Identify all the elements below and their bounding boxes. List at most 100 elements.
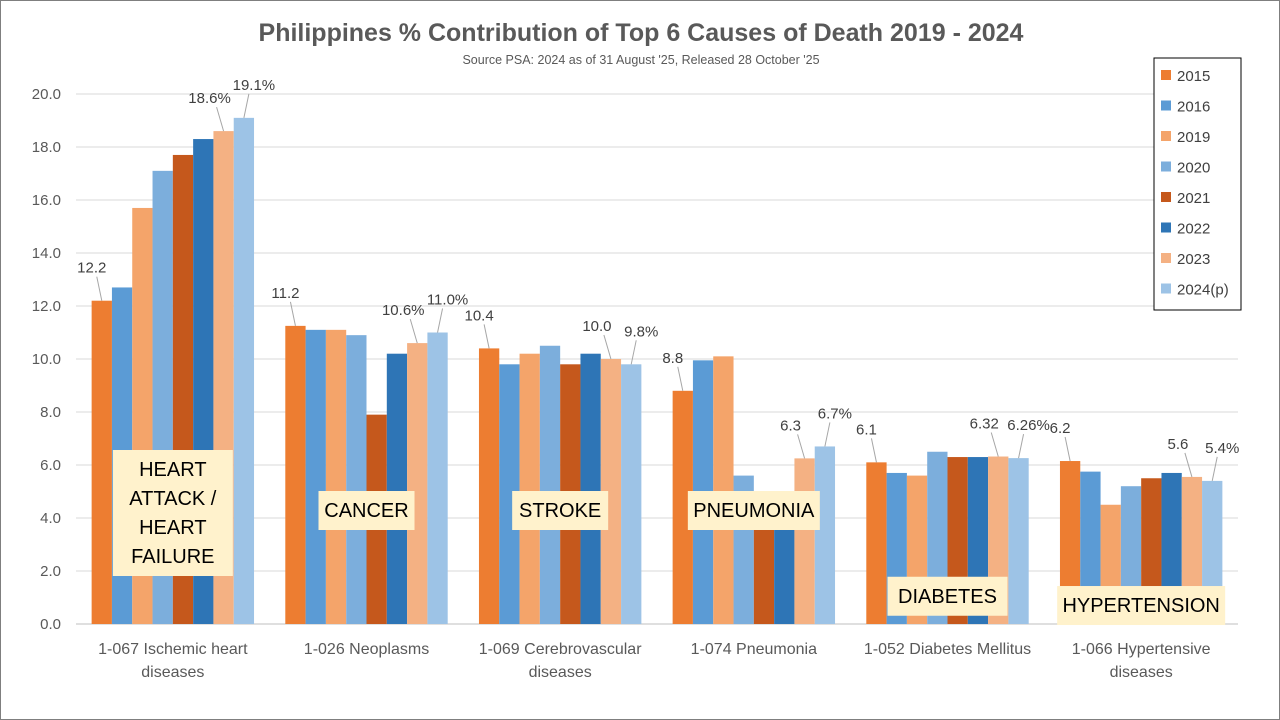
legend-label: 2024(p) (1177, 282, 1229, 299)
bar (285, 326, 305, 624)
data-label: 6.3 (780, 417, 801, 434)
legend-swatch (1161, 253, 1171, 263)
bar (479, 348, 499, 624)
data-label: 10.6% (382, 302, 425, 319)
bar (540, 346, 560, 624)
bars (92, 118, 1223, 624)
data-label: 12.2 (77, 260, 106, 277)
annotation-text: ATTACK / (129, 488, 216, 510)
bar (326, 330, 346, 624)
bar (427, 333, 447, 625)
category-label: 1-026 Neoplasms (304, 641, 429, 658)
legend-swatch (1161, 101, 1171, 111)
chart-subtitle: Source PSA: 2024 as of 31 August '25, Re… (462, 53, 819, 67)
y-tick-label: 2.0 (40, 563, 61, 580)
bar (866, 462, 886, 624)
data-label-leader (678, 367, 683, 391)
data-label-leader (217, 107, 224, 131)
legend-swatch (1161, 162, 1171, 172)
legend-label: 2021 (1177, 190, 1210, 207)
data-label: 6.32 (970, 416, 999, 433)
bar (794, 458, 814, 624)
annotation-text: CANCER (324, 500, 408, 522)
y-tick-label: 14.0 (32, 245, 61, 262)
legend-label: 2022 (1177, 221, 1210, 238)
annotation-text: HYPERTENSION (1062, 595, 1219, 617)
category-label: diseases (141, 664, 204, 681)
y-axis-tick-labels: 0.02.04.06.08.010.012.014.016.018.020.0 (32, 86, 61, 633)
data-label: 10.4 (465, 307, 494, 324)
data-label-leader (1019, 434, 1024, 458)
bar (621, 364, 641, 624)
data-label-leader (438, 309, 443, 333)
legend-swatch (1161, 284, 1171, 294)
legend-box (1154, 58, 1241, 310)
bar (713, 356, 733, 624)
data-label: 5.6 (1167, 436, 1188, 453)
legend-label: 2023 (1177, 251, 1210, 268)
data-label: 6.2 (1050, 420, 1071, 437)
bar (234, 118, 254, 624)
bar (346, 335, 366, 624)
bar (1008, 458, 1028, 624)
bar (92, 301, 112, 624)
data-label-leader (410, 319, 417, 343)
category-label: 1-067 Ischemic heart (98, 641, 248, 658)
annotation-text: PNEUMONIA (693, 500, 815, 522)
y-tick-label: 18.0 (32, 139, 61, 156)
x-axis-category-labels: 1-067 Ischemic heart diseases 1-026 Neopla… (98, 641, 1211, 681)
category-label: 1-066 Hypertensive (1072, 641, 1211, 658)
data-label: 9.8% (624, 323, 658, 340)
data-label-leader (991, 433, 998, 457)
y-tick-label: 6.0 (40, 457, 61, 474)
category-label: 1-074 Pneumonia (691, 641, 817, 658)
category-label: diseases (1110, 664, 1173, 681)
data-label-leader (825, 422, 830, 446)
data-label: 5.4% (1205, 440, 1239, 457)
legend-label: 2016 (1177, 99, 1210, 116)
data-label: 11.2 (271, 285, 299, 302)
bar (407, 343, 427, 624)
y-tick-label: 8.0 (40, 404, 61, 421)
legend-swatch (1161, 223, 1171, 233)
y-tick-label: 10.0 (32, 351, 61, 368)
data-label-leader (871, 438, 876, 462)
category-label: 1-052 Diabetes Mellitus (864, 641, 1031, 658)
legend-swatch (1161, 131, 1171, 141)
bar (580, 354, 600, 624)
data-label-leader (1065, 437, 1070, 461)
cause-annotations: HEART ATTACK / HEART FAILURE CANCER STROKE PNE… (113, 450, 1225, 625)
data-label: 8.8 (662, 350, 683, 367)
data-label: 6.1 (856, 421, 877, 438)
y-tick-label: 16.0 (32, 192, 61, 209)
bar (815, 446, 835, 624)
data-label: 6.7% (818, 405, 852, 422)
data-label-leader (631, 340, 636, 364)
data-label-leader (244, 94, 249, 118)
legend-swatch (1161, 192, 1171, 202)
annotation-text: STROKE (519, 500, 601, 522)
chart-title: Philippines % Contribution of Top 6 Caus… (259, 19, 1024, 47)
legend-label: 2015 (1177, 68, 1210, 85)
data-label-leader (97, 277, 102, 301)
bar (520, 354, 540, 624)
data-label: 10.0 (582, 318, 611, 335)
annotation-text: HEART (139, 517, 206, 539)
y-tick-label: 12.0 (32, 298, 61, 315)
data-label-leader (290, 302, 295, 326)
category-label: diseases (529, 664, 592, 681)
bar (387, 354, 407, 624)
annotation-text: DIABETES (898, 586, 997, 608)
data-label: 18.6% (188, 90, 231, 107)
data-label: 6.26% (1007, 417, 1050, 434)
category-label: 1-069 Cerebrovascular (479, 641, 642, 658)
annotation-text: HEART (139, 459, 206, 481)
data-label-leader (798, 434, 805, 458)
annotation-text: FAILURE (131, 546, 214, 568)
data-label-leader (484, 324, 489, 348)
legend-label: 2019 (1177, 129, 1210, 146)
bar (306, 330, 326, 624)
legend-label: 2020 (1177, 160, 1210, 177)
